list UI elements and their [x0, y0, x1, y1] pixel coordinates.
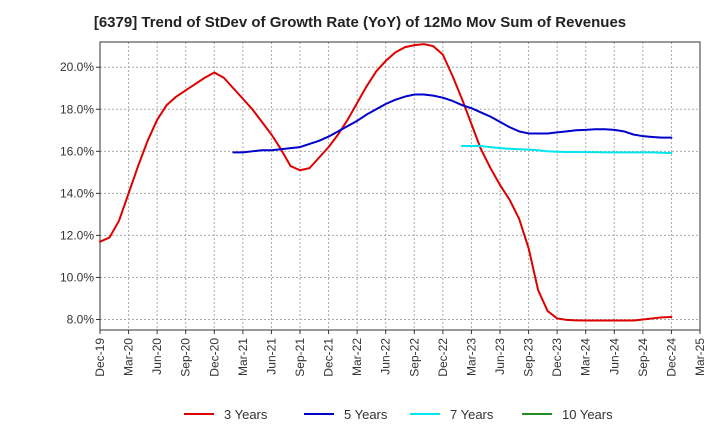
x-tick-label: Mar-23 [464, 338, 478, 376]
grid-layer [100, 42, 700, 330]
legend-label: 3 Years [224, 407, 268, 422]
series-line-3 [460, 145, 673, 154]
x-tick-label: Mar-25 [693, 338, 707, 376]
y-axis: 8.0% 10.0% 12.0% 14.0% 16.0% 18.0% 20.0% [60, 60, 100, 326]
y-tick-label: 14.0% [60, 186, 94, 200]
x-tick-label: Jun-21 [264, 338, 278, 375]
chart-title: [6379] Trend of StDev of Growth Rate (Yo… [93, 14, 627, 31]
x-tick-label: Mar-22 [350, 338, 364, 376]
x-axis: Dec-19 Mar-20 Jun-20 Sep-20 Dec-20 Mar-21 Jun-… [93, 330, 707, 377]
x-tick-label: Mar-20 [122, 338, 136, 376]
x-tick-label: Jun-24 [607, 338, 621, 375]
x-tick-label: Jun-22 [379, 338, 393, 375]
legend: 3 Years 5 Years 7 Years 10 Years [184, 407, 613, 422]
x-tick-label: Sep-22 [407, 338, 421, 377]
x-tick-label: Mar-24 [579, 338, 593, 376]
x-tick-label: Dec-21 [322, 338, 336, 377]
series-line-1 [99, 43, 673, 322]
x-tick-label: Dec-20 [207, 338, 221, 377]
y-tick-label: 8.0% [67, 312, 95, 326]
legend-label: 7 Years [450, 407, 494, 422]
y-tick-label: 12.0% [60, 228, 94, 242]
x-tick-label: Sep-23 [522, 338, 536, 377]
series-line-2 [232, 93, 673, 154]
x-tick-label: Dec-24 [664, 338, 678, 377]
legend-label: 5 Years [344, 407, 388, 422]
x-tick-label: Jun-23 [493, 338, 507, 375]
x-tick-label: Mar-21 [236, 338, 250, 376]
y-tick-label: 10.0% [60, 270, 94, 284]
x-tick-label: Dec-19 [93, 338, 107, 377]
series-layer [99, 43, 673, 322]
y-tick-label: 18.0% [60, 102, 94, 116]
plot-frame [99, 41, 701, 331]
x-tick-label: Jun-20 [150, 338, 164, 375]
x-tick-label: Sep-20 [179, 338, 193, 377]
y-tick-label: 20.0% [60, 60, 94, 74]
x-tick-label: Sep-24 [636, 338, 650, 377]
x-tick-label: Sep-21 [293, 338, 307, 377]
legend-label: 10 Years [562, 407, 613, 422]
y-tick-label: 16.0% [60, 144, 94, 158]
x-tick-label: Dec-22 [436, 338, 450, 377]
x-tick-label: Dec-23 [550, 338, 564, 377]
